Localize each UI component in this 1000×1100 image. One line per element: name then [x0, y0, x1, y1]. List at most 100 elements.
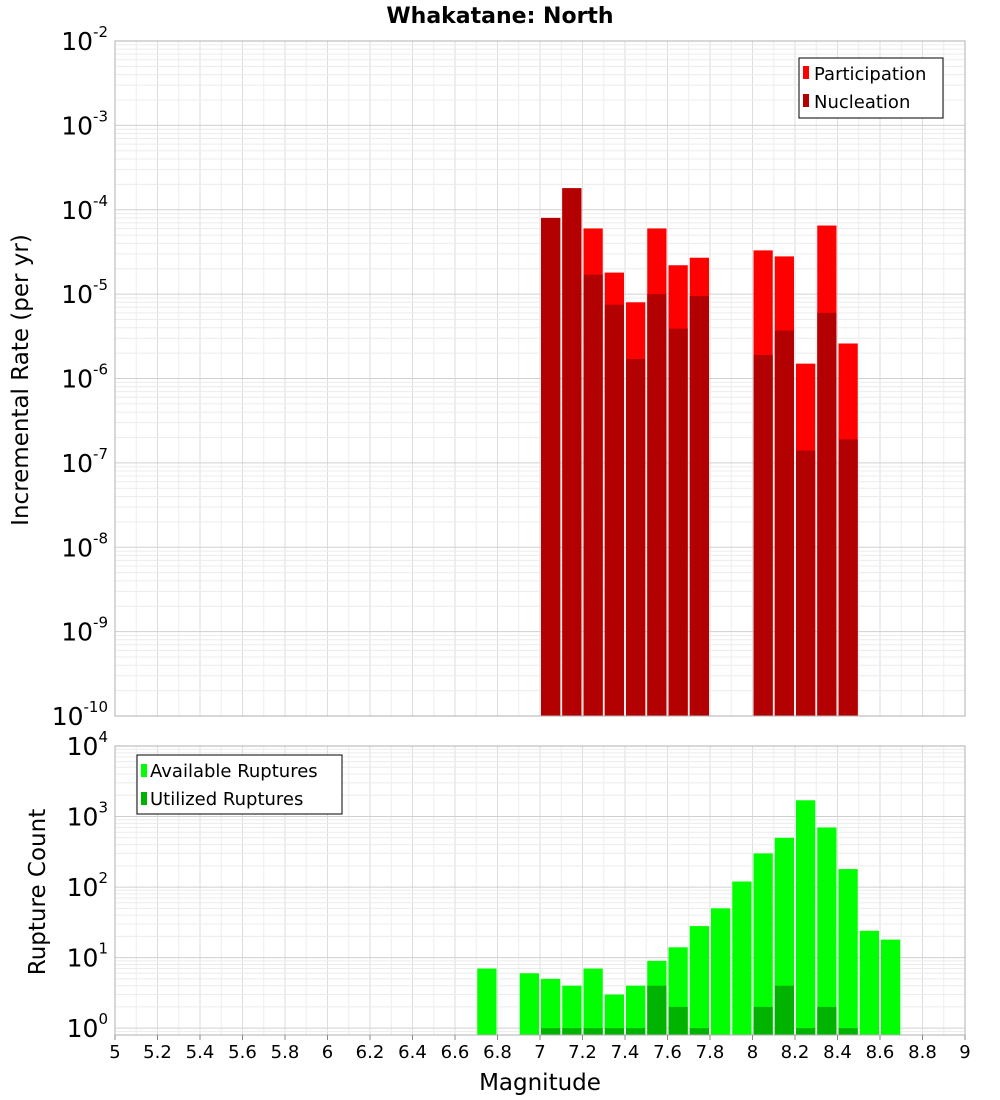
x-tick-label: 5.8: [271, 1042, 300, 1063]
bottom-bar-utilized-ruptures: [774, 985, 794, 1035]
bottom-bar-utilized-ruptures: [817, 1006, 837, 1035]
top-bar-nucleation: [647, 294, 667, 716]
bottom-y-axis-label: Rupture Count: [25, 809, 51, 975]
x-tick-label: 7.2: [568, 1042, 597, 1063]
x-tick-label: 6.4: [398, 1042, 427, 1063]
chart-title: Whakatane: North: [386, 4, 613, 29]
bottom-bar-utilized-ruptures: [604, 1028, 624, 1035]
bottom-bar-available-ruptures: [541, 978, 561, 1035]
x-tick-label: 7: [534, 1042, 545, 1063]
y-tick-label: 101: [67, 940, 108, 973]
legend-participation-label: Participation: [814, 64, 926, 85]
x-tick-label: 8.2: [781, 1042, 810, 1063]
x-tick-label: 5.2: [143, 1042, 172, 1063]
bottom-bar-utilized-ruptures: [753, 1006, 773, 1035]
top-legend: Participation Nucleation: [798, 57, 944, 119]
x-tick-label: 8: [747, 1042, 758, 1063]
bottom-bar-available-ruptures: [753, 853, 773, 1035]
y-tick-label: 100: [67, 1010, 108, 1043]
y-tick-label: 10-2: [61, 23, 108, 56]
bottom-bar-utilized-ruptures: [626, 1028, 646, 1035]
x-tick-labels: 5 5.2 5.4 5.6 5.8 6 6.2 6.4 6.6 6.8 7 7.2 7.4 7.6 7.8 8…: [109, 1035, 971, 1063]
bottom-legend-box: [136, 754, 343, 815]
legend-utilized-swatch: [141, 792, 147, 805]
top-legend-box: [798, 57, 944, 119]
top-y-tick-labels: 10-10 10-9 10-8 10-7 10-6 10-5 10-4 10-3 10-2: [52, 23, 108, 731]
x-tick-label: 7.4: [611, 1042, 640, 1063]
bottom-bar-available-ruptures: [838, 869, 858, 1035]
top-bar-nucleation: [753, 354, 773, 716]
bottom-bar-utilized-ruptures: [668, 1006, 688, 1035]
rupture-count-panel: 100 101 102 103 104 5 5.2 5.4 5.6 5.8 6 6.2 6.4 6.6 6…: [25, 728, 971, 1096]
top-bar-nucleation: [626, 359, 646, 716]
bottom-legend: Available Ruptures Utilized Ruptures: [136, 754, 343, 815]
x-tick-label: 5.6: [228, 1042, 257, 1063]
bottom-bar-available-ruptures: [859, 930, 879, 1035]
bottom-bar-utilized-ruptures: [583, 1028, 603, 1035]
legend-nucleation-swatch: [803, 94, 809, 107]
top-y-axis-label: Incremental Rate (per yr): [8, 234, 34, 526]
y-tick-label: 10-5: [61, 276, 108, 309]
y-tick-label: 10-6: [61, 361, 108, 394]
x-tick-label: 8.6: [866, 1042, 895, 1063]
bottom-bar-available-ruptures: [477, 968, 497, 1035]
x-tick-label: 7.8: [696, 1042, 725, 1063]
bottom-bar-utilized-ruptures: [796, 1028, 816, 1035]
y-tick-label: 10-4: [61, 192, 108, 225]
y-tick-label: 10-3: [61, 107, 108, 140]
bottom-bar-utilized-ruptures: [838, 1028, 858, 1035]
x-tick-label: 5: [109, 1042, 120, 1063]
top-bar-nucleation: [774, 330, 794, 716]
participation-nucleation-panel: 10-10 10-9 10-8 10-7 10-6 10-5 10-4 10-3 10-2 In…: [8, 23, 966, 731]
top-bar-nucleation: [668, 328, 688, 716]
y-tick-label: 104: [67, 728, 108, 761]
bottom-bar-available-ruptures: [817, 827, 837, 1035]
bottom-bar-available-ruptures: [881, 939, 901, 1035]
top-bar-nucleation: [796, 450, 816, 716]
y-tick-label: 103: [67, 799, 108, 832]
x-tick-label: 9: [959, 1042, 970, 1063]
top-bar-nucleation: [817, 312, 837, 716]
bottom-bar-utilized-ruptures: [541, 1028, 561, 1035]
top-bar-nucleation: [604, 304, 624, 716]
top-bar-nucleation: [541, 217, 561, 716]
y-tick-label: 10-9: [61, 614, 108, 647]
legend-utilized-label: Utilized Ruptures: [150, 789, 303, 810]
legend-participation-swatch: [803, 66, 809, 79]
bottom-bar-utilized-ruptures: [562, 1028, 582, 1035]
top-bar-nucleation: [583, 274, 603, 716]
bottom-bar-available-ruptures: [626, 985, 646, 1035]
legend-available-label: Available Ruptures: [150, 761, 318, 782]
top-bars: [541, 188, 858, 717]
bottom-bar-available-ruptures: [583, 968, 603, 1035]
x-tick-label: 6: [322, 1042, 333, 1063]
bottom-bar-available-ruptures: [732, 881, 752, 1035]
x-tick-label: 7.6: [653, 1042, 682, 1063]
top-bar-nucleation: [838, 439, 858, 716]
legend-available-swatch: [141, 764, 147, 777]
y-tick-label: 10-7: [61, 445, 108, 478]
y-tick-label: 10-8: [61, 529, 108, 562]
top-gridlines: [114, 41, 966, 717]
bottom-bars: [477, 800, 901, 1035]
x-tick-label: 6.6: [441, 1042, 470, 1063]
top-bar-nucleation: [689, 296, 709, 716]
x-tick-label: 6.8: [483, 1042, 512, 1063]
x-tick-label: 5.4: [186, 1042, 215, 1063]
legend-nucleation-label: Nucleation: [814, 92, 910, 113]
bottom-bar-available-ruptures: [604, 994, 624, 1035]
x-tick-label: 8.4: [823, 1042, 852, 1063]
top-plot-border: [114, 40, 966, 717]
y-tick-label: 10-10: [52, 698, 108, 731]
bottom-bar-available-ruptures: [711, 908, 731, 1035]
x-tick-label: 8.8: [908, 1042, 937, 1063]
x-axis-label: Magnitude: [479, 1070, 601, 1096]
bottom-bar-available-ruptures: [562, 985, 582, 1035]
bottom-bar-available-ruptures: [519, 973, 539, 1035]
y-tick-label: 102: [67, 869, 108, 902]
bottom-y-tick-labels: 100 101 102 103 104: [67, 728, 108, 1043]
bottom-bar-available-ruptures: [796, 800, 816, 1035]
bottom-bar-available-ruptures: [689, 926, 709, 1035]
bottom-bar-utilized-ruptures: [689, 1028, 709, 1035]
